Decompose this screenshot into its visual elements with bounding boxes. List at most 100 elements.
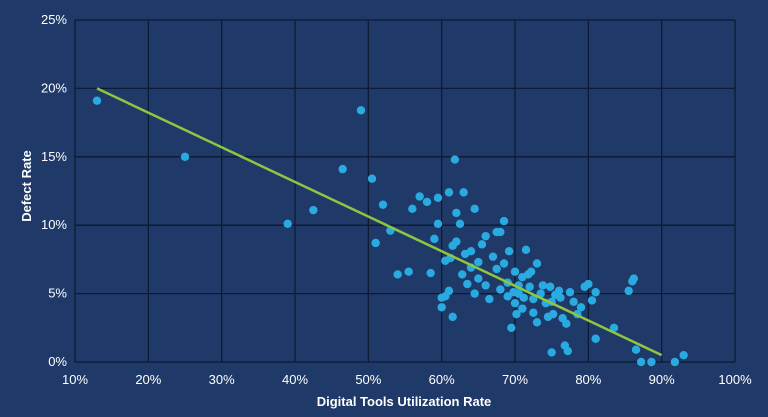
y-tick-label: 10% [41, 217, 67, 232]
trendline-group [96, 87, 663, 357]
data-point [404, 267, 413, 276]
data-point [569, 297, 578, 307]
data-point [458, 270, 467, 279]
x-axis-ticks: 10% 20% 30% 40% 50% 60% 70% 80% 90% 100% [62, 372, 752, 387]
data-point [554, 286, 564, 296]
data-point [485, 294, 494, 304]
data-point [422, 197, 432, 207]
trendline [96, 87, 663, 357]
data-point [576, 303, 586, 312]
data-point [474, 257, 483, 267]
y-tick-label: 20% [41, 80, 67, 95]
data-point [526, 267, 536, 276]
y-axis-label: Defect Rate [19, 150, 34, 222]
data-point [503, 292, 512, 301]
x-tick-label: 30% [209, 372, 235, 387]
data-point [433, 219, 443, 229]
data-point [591, 288, 600, 297]
data-point [455, 219, 465, 229]
data-point [679, 350, 688, 360]
data-point [371, 238, 380, 248]
data-point [647, 357, 656, 367]
data-point [609, 323, 619, 332]
data-point [452, 237, 461, 246]
data-point [450, 155, 460, 164]
x-tick-label: 50% [355, 372, 381, 387]
data-point [624, 286, 633, 296]
data-point [499, 216, 509, 226]
data-point [562, 319, 571, 328]
data-point [444, 188, 454, 197]
data-point [591, 334, 600, 343]
data-point [474, 274, 483, 283]
x-tick-label: 70% [502, 372, 528, 387]
data-point [587, 296, 597, 305]
x-axis-label: Digital Tools Utilization Rate [317, 394, 492, 409]
data-point [92, 96, 102, 105]
data-point [499, 259, 509, 268]
x-tick-label: 60% [429, 372, 455, 387]
data-point [477, 240, 487, 249]
data-point [547, 348, 556, 357]
data-point [437, 303, 446, 312]
data-point [521, 245, 531, 255]
data-point [283, 219, 292, 229]
data-point [433, 193, 443, 203]
data-point [519, 293, 528, 302]
data-point [338, 164, 347, 174]
data-point [470, 289, 479, 298]
data-point [496, 227, 505, 237]
data-point [459, 188, 468, 197]
data-point [563, 346, 572, 356]
data-point [532, 259, 542, 268]
data-point [430, 234, 439, 244]
data-point [180, 152, 190, 161]
y-tick-label: 15% [41, 149, 67, 164]
data-point [670, 357, 680, 367]
data-point [631, 345, 641, 354]
x-tick-label: 90% [649, 372, 675, 387]
data-point [309, 205, 318, 215]
grid [74, 19, 736, 363]
x-tick-label: 40% [282, 372, 308, 387]
data-point [518, 304, 527, 313]
data-point [393, 270, 402, 279]
data-point [481, 281, 490, 290]
y-tick-label: 5% [48, 286, 67, 301]
data-point [529, 308, 538, 317]
data-point [481, 231, 490, 241]
data-point [356, 106, 366, 115]
data-point [548, 309, 558, 319]
data-point [510, 267, 520, 276]
data-point [538, 281, 548, 290]
data-point [452, 208, 461, 218]
data-point [415, 192, 424, 201]
data-point [556, 293, 565, 302]
data-point [525, 282, 534, 291]
data-point [463, 279, 472, 289]
data-point [367, 174, 377, 183]
data-point [488, 252, 498, 261]
data-point [466, 246, 476, 256]
data-point [636, 357, 646, 367]
data-point [448, 312, 457, 322]
data-point [629, 274, 638, 283]
data-point [504, 246, 514, 256]
data-point [565, 288, 575, 297]
data-point [378, 200, 388, 209]
x-tick-label: 10% [62, 372, 88, 387]
data-point [546, 282, 555, 291]
data-point [426, 268, 435, 278]
data-point [510, 298, 520, 308]
data-point [529, 294, 538, 304]
data-point [470, 204, 479, 213]
x-tick-label: 80% [575, 372, 601, 387]
x-tick-label: 20% [135, 372, 161, 387]
data-point [444, 286, 454, 296]
data-point [408, 204, 417, 213]
y-tick-label: 25% [41, 12, 67, 27]
data-point [492, 264, 501, 274]
y-axis-ticks: 0% 5% 10% 15% 20% 25% [41, 12, 67, 369]
y-tick-label: 0% [48, 354, 67, 369]
